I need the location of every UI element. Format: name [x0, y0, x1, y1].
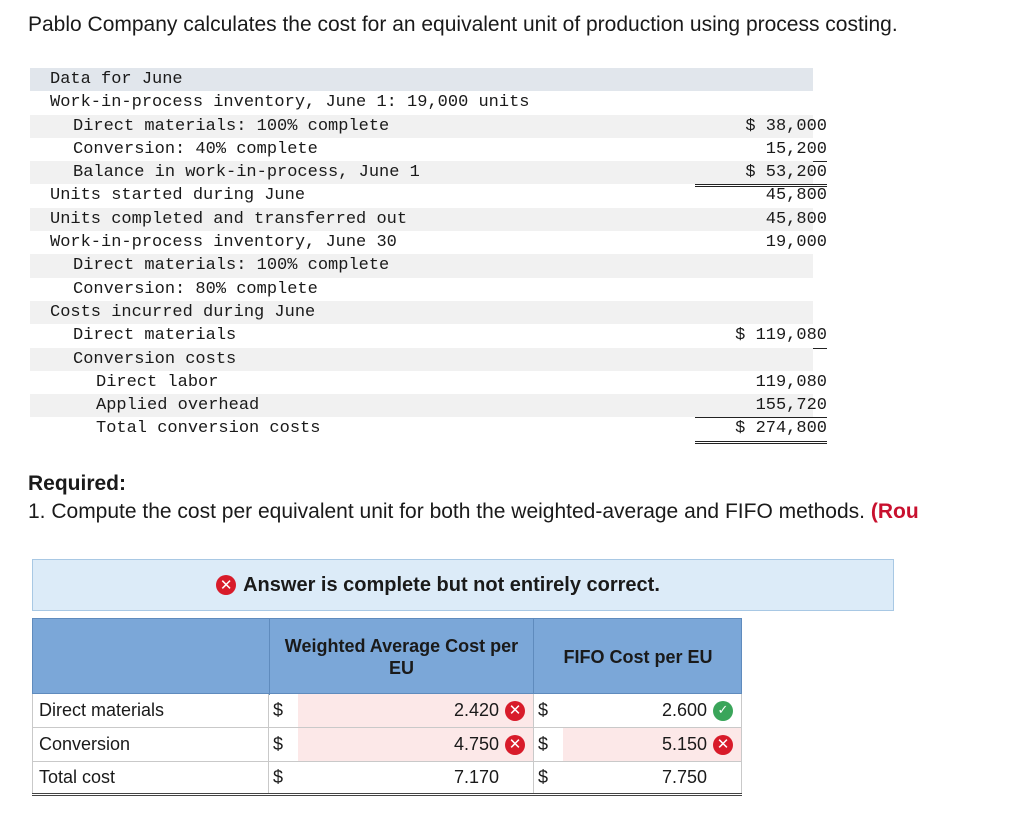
data-row-label: Units completed and transferred out [50, 209, 408, 229]
data-row: Conversion: 80% complete [30, 278, 813, 301]
required-heading: Required: [28, 472, 127, 495]
answer-row: Total cost $7.170 $7.750 [32, 762, 742, 796]
data-row: Units started during June 45,800 [30, 184, 827, 207]
weighted-average-header: Weighted Average Cost per EU [269, 619, 534, 695]
feedback-text: Answer is complete but not entirely corr… [243, 573, 660, 596]
wa-dollar-sign: $ [268, 762, 298, 793]
answer-row-label: Total cost [32, 762, 268, 793]
fifo-dollar-sign: $ [533, 694, 563, 727]
data-row-value: $ 38,000 [745, 116, 827, 136]
wa-value-text: 4.750 [453, 734, 499, 754]
data-row-label: Total conversion costs [96, 419, 321, 439]
answer-row-label: Conversion [32, 728, 268, 761]
data-row-value: 155,720 [695, 394, 827, 419]
data-row-label: Work-in-process inventory, June 1: 19,00… [50, 93, 530, 113]
data-row-label: Direct materials [73, 326, 237, 346]
data-row-value: $ 53,200 [695, 161, 827, 188]
data-row-label: Conversion: 80% complete [73, 279, 318, 299]
incorrect-x-icon: ✕ [713, 734, 733, 755]
fifo-value-input[interactable]: 5.150 ✕ [563, 728, 742, 761]
rounding-note: (Rou [870, 500, 919, 523]
data-row-label: Units started during June [50, 186, 306, 206]
data-row: Direct materials: 100% complete $ 38,000 [30, 114, 827, 138]
answer-row: Direct materials $2.420 ✕ $2.600 ✓ [32, 694, 742, 728]
data-row: Costs incurred during June [30, 300, 813, 325]
data-row-label: Direct materials: 100% complete [73, 116, 390, 136]
data-row-label: Balance in work-in-process, June 1 [73, 163, 420, 183]
incorrect-x-icon: ✕ [505, 700, 525, 721]
data-row: Direct labor 119,080 [30, 371, 827, 394]
required-instruction-text: 1. Compute the cost per equivalent unit … [28, 500, 865, 523]
fifo-value-input[interactable]: 7.750 [563, 762, 742, 793]
incorrect-x-icon: ✕ [505, 734, 525, 755]
wa-dollar-sign: $ [268, 728, 298, 761]
data-row: Conversion: 40% complete 15,200 [30, 138, 827, 163]
fifo-dollar-sign: $ [533, 762, 563, 793]
x-circle-icon: ✕ [216, 575, 237, 595]
data-row-value: 45,800 [765, 209, 827, 229]
answer-table: Weighted Average Cost per EU FIFO Cost p… [32, 618, 742, 798]
answer-feedback-banner: ✕ Answer is complete but not entirely co… [32, 559, 894, 611]
data-row-label: Work-in-process inventory, June 30 [50, 233, 397, 253]
data-row-value: 45,800 [765, 186, 827, 206]
problem-intro: Pablo Company calculates the cost for an… [28, 13, 898, 36]
wa-value-input[interactable]: 4.750 ✕ [298, 728, 533, 761]
answer-row: Conversion $4.750 ✕ $5.150 ✕ [32, 728, 742, 762]
correct-check-icon: ✓ [713, 700, 733, 721]
data-row-value: 19,000 [765, 233, 827, 253]
data-row: Direct materials $ 119,080 [30, 324, 827, 349]
data-row: Direct materials: 100% complete [30, 254, 813, 278]
fifo-value-input[interactable]: 2.600 ✓ [563, 694, 742, 727]
data-row: Balance in work-in-process, June 1 $ 53,2… [30, 161, 827, 188]
data-row: Applied overhead 155,720 [30, 394, 827, 419]
data-row-label: Costs incurred during June [50, 302, 316, 322]
data-row-value: $ 274,800 [695, 417, 827, 444]
fifo-value-text: 5.150 [661, 734, 707, 754]
no-status-icon [505, 768, 525, 788]
june-data-table: Data for June Work-in-process inventory, … [30, 68, 827, 444]
data-row-value: 119,080 [755, 372, 827, 392]
data-row-label: Direct materials: 100% complete [73, 256, 390, 276]
data-row-value: $ 119,080 [695, 324, 827, 349]
fifo-dollar-sign: $ [533, 728, 563, 761]
wa-value-text: 2.420 [453, 700, 499, 720]
data-row-label: Direct labor [96, 372, 219, 392]
required-instruction: 1. Compute the cost per equivalent unit … [28, 500, 919, 524]
wa-value-text: 7.170 [453, 767, 499, 787]
data-row-label: Applied overhead [96, 396, 260, 416]
data-row-label: Data for June [50, 70, 183, 89]
wa-value-input[interactable]: 2.420 ✕ [298, 694, 533, 727]
data-row: Units completed and transferred out 45,80… [30, 207, 827, 232]
data-row: Work-in-process inventory, June 1: 19,00… [30, 91, 813, 114]
fifo-value-text: 7.750 [661, 767, 707, 787]
wa-value-input[interactable]: 7.170 [298, 762, 533, 793]
fifo-header: FIFO Cost per EU [563, 646, 713, 667]
answer-row-label: Direct materials [32, 694, 268, 727]
data-row-label: Conversion costs [73, 349, 237, 369]
fifo-value-text: 2.600 [661, 700, 707, 720]
data-row: Conversion costs [30, 347, 813, 371]
no-status-icon [713, 768, 733, 788]
data-row-value: 15,200 [695, 138, 827, 163]
answer-table-header: Weighted Average Cost per EU FIFO Cost p… [32, 618, 742, 695]
data-row-label: Conversion: 40% complete [73, 139, 318, 159]
wa-dollar-sign: $ [268, 694, 298, 727]
data-row: Data for June [30, 68, 813, 92]
data-row: Total conversion costs $ 274,800 [30, 417, 827, 444]
data-row: Work-in-process inventory, June 30 19,000 [30, 231, 827, 254]
